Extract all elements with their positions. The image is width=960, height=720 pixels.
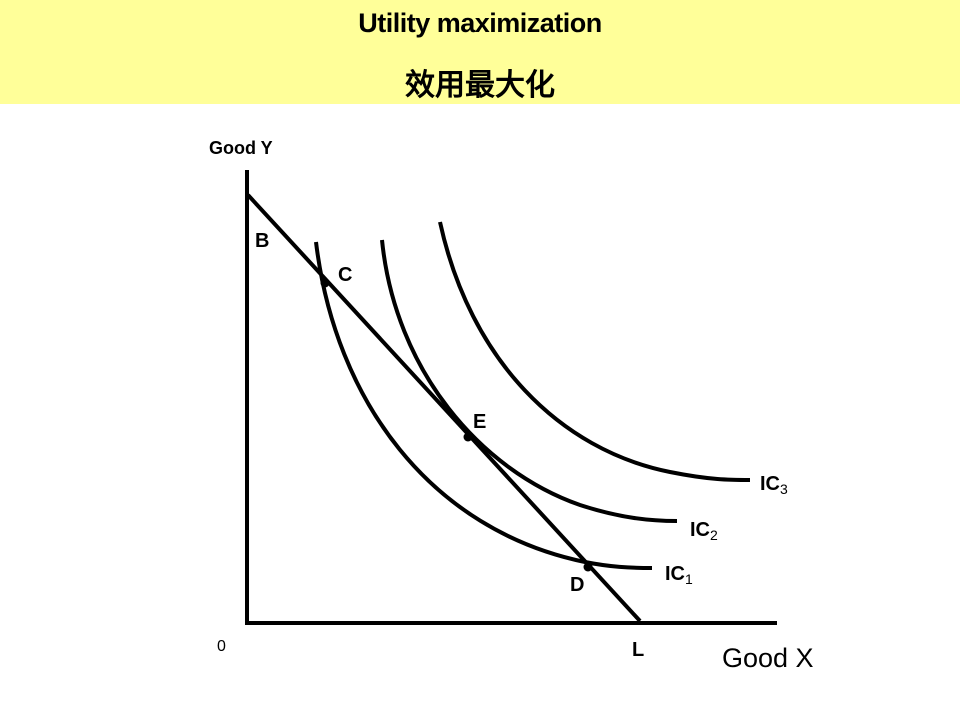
label-ic3-sub: 3: [780, 481, 788, 497]
label-ic1: IC1: [665, 563, 693, 587]
label-c: C: [338, 264, 352, 286]
x-axis-label: Good X: [722, 643, 814, 673]
title-chinese: 效用最大化: [405, 69, 555, 102]
label-ic2-sub: 2: [710, 527, 718, 543]
label-b: B: [255, 230, 269, 252]
label-ic3: IC3: [760, 473, 788, 497]
label-ic1-sub: 1: [685, 571, 693, 587]
label-d: D: [570, 574, 584, 596]
title-english: Utility maximization: [358, 8, 602, 38]
label-ic3-base: IC: [760, 473, 780, 495]
title-banner: Utility maximization 效用最大化: [0, 0, 960, 104]
budget-line: [246, 193, 642, 623]
label-e: E: [473, 411, 486, 433]
label-ic2-base: IC: [690, 519, 710, 541]
label-l: L: [632, 639, 644, 661]
label-ic2: IC2: [690, 519, 718, 543]
point-e-marker: [463, 432, 473, 442]
label-ic1-base: IC: [665, 563, 685, 585]
indifference-curve-ic1: [314, 241, 653, 570]
indifference-curve-ic2: [380, 239, 678, 523]
origin-label: 0: [217, 638, 226, 655]
indifference-curve-ic3: [438, 221, 751, 482]
point-c-marker: [320, 278, 330, 288]
y-axis-label: Good Y: [209, 138, 273, 158]
point-d-marker: [583, 562, 593, 572]
